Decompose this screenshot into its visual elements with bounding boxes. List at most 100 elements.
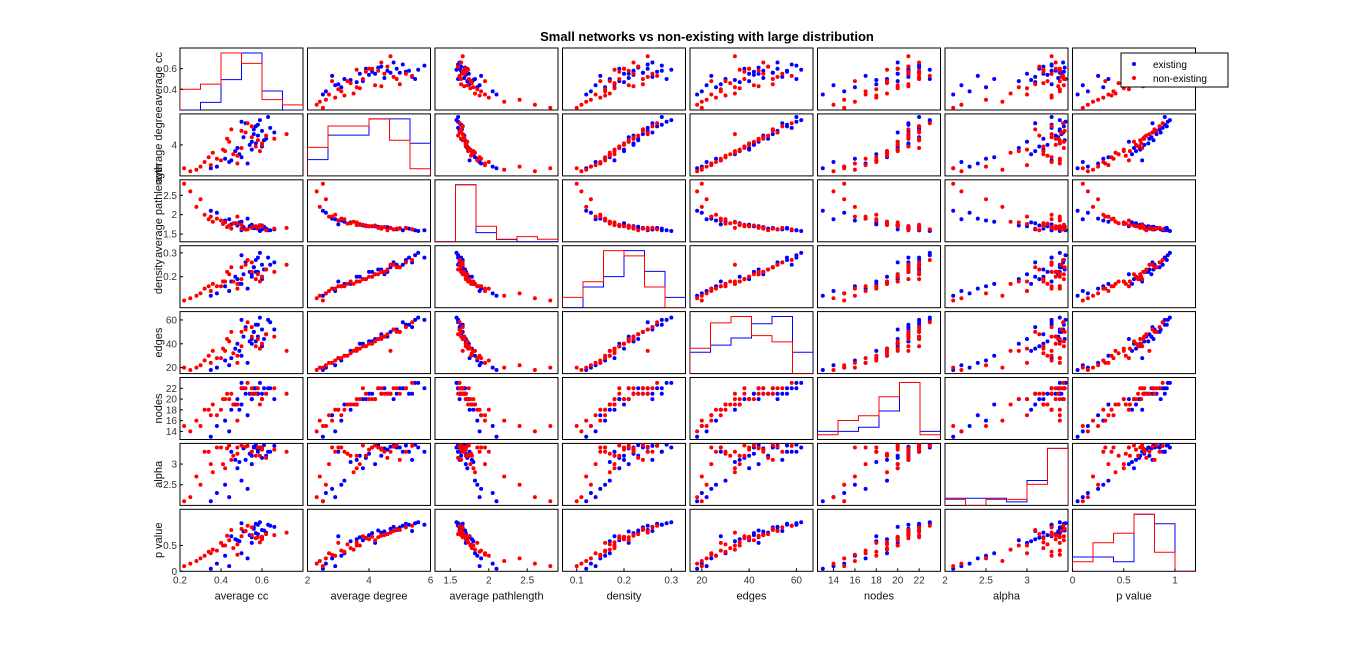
data-point-existing [235,341,240,346]
data-point-existing [780,121,785,126]
data-point-non-existing [842,564,847,569]
data-point-non-existing [354,540,359,545]
data-point-non-existing [1049,358,1054,363]
panel-alpha-vs-alpha [944,442,1069,506]
data-point-existing [967,164,972,169]
data-point-non-existing [194,365,199,370]
data-point-non-existing [742,386,747,391]
data-point-existing [260,128,264,133]
data-point-existing [1049,279,1054,284]
data-point-existing [695,499,700,504]
data-point-non-existing [354,223,359,228]
data-point-non-existing [766,267,771,272]
data-point-existing [1045,339,1050,344]
data-point-existing [761,529,766,534]
data-point-non-existing [640,329,645,334]
panel-marks [574,54,674,110]
data-point-non-existing [245,523,250,528]
data-point-non-existing [214,445,219,450]
data-point-non-existing [1000,293,1005,298]
data-point-non-existing [235,418,240,423]
data-point-existing [695,208,700,213]
panel-nodes-vs-edges [689,377,814,440]
data-point-non-existing [1056,269,1061,274]
data-point-non-existing [1041,546,1046,551]
data-point-existing [475,418,480,423]
data-point-non-existing [323,424,328,428]
data-point-existing [403,521,408,526]
data-point-non-existing [927,523,932,528]
data-point-non-existing [342,353,347,358]
data-point-non-existing [906,332,911,337]
panel-frame [817,113,941,177]
data-point-non-existing [379,269,384,274]
data-point-non-existing [363,277,368,282]
data-point-existing [1016,341,1021,346]
data-point-non-existing [483,161,487,166]
data-point-non-existing [1139,274,1144,279]
data-point-non-existing [327,92,331,97]
data-point-existing [413,317,418,322]
data-point-non-existing [477,353,482,358]
data-point-existing [766,136,771,141]
data-point-non-existing [397,528,402,532]
data-point-existing [268,320,273,325]
data-point-existing [342,402,347,407]
data-point-non-existing [320,181,325,186]
data-point-non-existing [253,453,258,458]
data-point-existing [785,68,789,73]
data-point-existing [645,320,650,325]
data-point-non-existing [906,225,911,230]
data-point-non-existing [645,386,650,391]
data-point-non-existing [863,462,868,467]
data-point-non-existing [345,79,350,84]
data-point-non-existing [370,397,375,402]
data-point-existing [459,453,464,458]
data-point-non-existing [260,141,264,146]
panel-marks [314,181,427,233]
data-point-existing [820,368,825,372]
data-point-non-existing [603,445,608,450]
data-point-non-existing [330,286,335,291]
data-point-non-existing [709,445,714,450]
data-point-existing [330,556,335,561]
data-point-non-existing [1111,413,1116,418]
data-point-existing [477,495,482,500]
data-point-existing [272,524,277,529]
data-point-non-existing [394,443,399,448]
data-point-existing [477,289,482,293]
data-point-non-existing [732,85,737,90]
panel-marks [574,181,674,233]
data-point-existing [1041,136,1046,141]
data-point-non-existing [317,99,322,104]
data-point-existing [1106,219,1111,224]
panel-marks [454,250,553,303]
data-point-existing [403,443,408,448]
data-point-existing [984,418,988,423]
data-point-non-existing [208,289,213,293]
data-point-non-existing [223,466,228,471]
data-point-existing [747,147,752,152]
data-point-existing [1063,253,1068,258]
data-point-existing [1075,499,1080,504]
data-point-non-existing [1025,543,1029,548]
data-point-existing [391,397,396,402]
data-point-non-existing [1144,455,1149,460]
data-point-non-existing [403,225,408,230]
data-point-non-existing [617,536,622,541]
data-point-non-existing [456,133,461,138]
data-point-existing [400,386,405,391]
data-point-non-existing [728,221,733,226]
data-point-non-existing [751,223,756,228]
data-point-non-existing [460,449,465,454]
panel-alpha-vs-average-cc [179,442,304,506]
data-point-existing [382,386,387,391]
data-point-non-existing [718,89,723,94]
data-point-existing [333,83,338,88]
data-point-non-existing [607,219,612,224]
data-point-non-existing [348,351,353,356]
data-point-non-existing [699,418,704,423]
panel-frame [179,508,304,572]
data-point-non-existing [532,429,537,434]
data-point-existing [1101,218,1106,223]
